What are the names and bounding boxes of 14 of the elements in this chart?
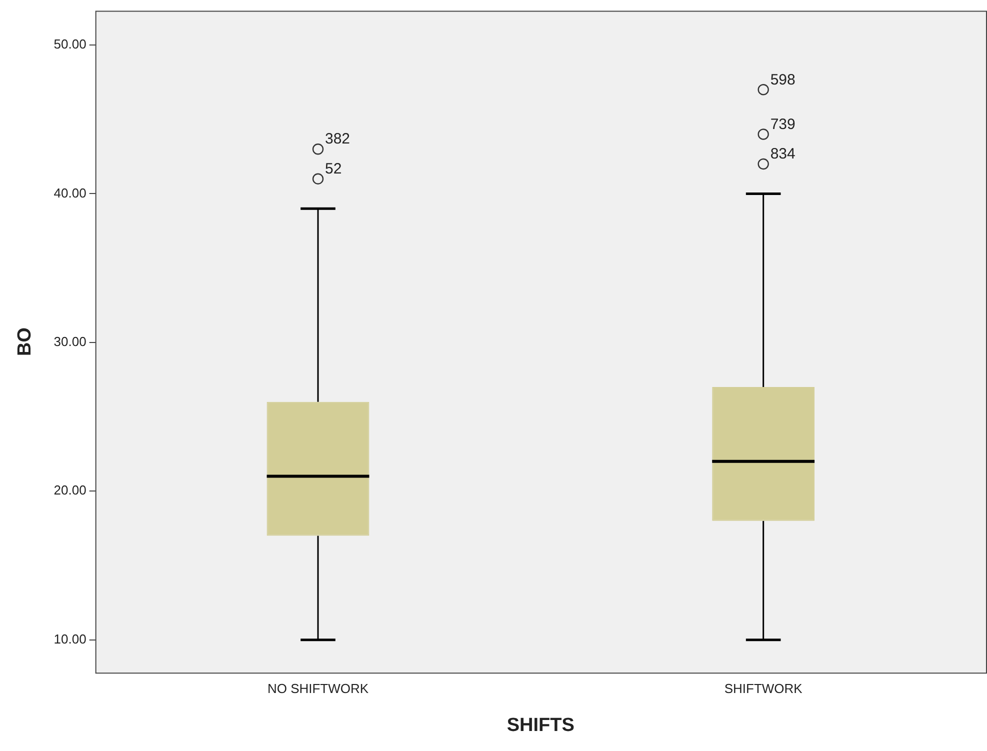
y-axis-title: BO [14, 327, 36, 356]
annotation: 739 [770, 116, 796, 133]
annotation: 834 [770, 146, 796, 163]
y-tick-label: 20.00 [54, 482, 86, 498]
x-tick-label: NO SHIFTWORK [267, 680, 369, 696]
annotation: 598 [770, 71, 796, 88]
y-tick-label: 40.00 [54, 185, 86, 200]
annotation: 52 [325, 160, 342, 178]
x-tick-label: SHIFTWORK [724, 680, 803, 696]
y-tick-label: 10.00 [54, 631, 86, 646]
y-tick-label: 30.00 [54, 334, 86, 350]
y-tick-label: 50.00 [54, 36, 86, 52]
x-axis-title: SHIFTS [506, 714, 574, 736]
annotation: 382 [325, 130, 350, 148]
